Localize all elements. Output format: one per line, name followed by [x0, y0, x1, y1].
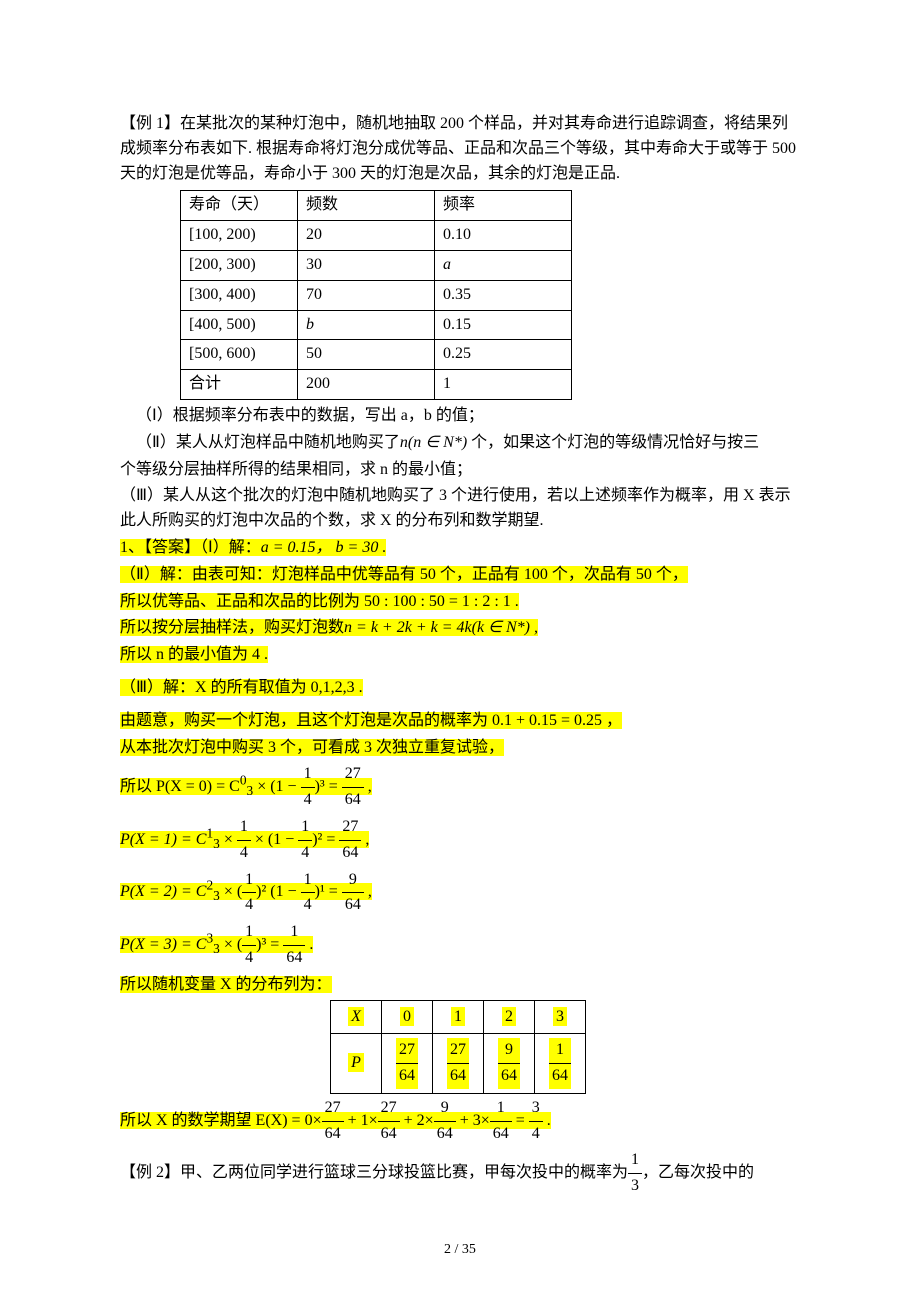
- answer-3l2: 由题意，购买一个灯泡，且这个灯泡是次品的概率为 0.1 + 0.15 = 0.2…: [120, 709, 800, 734]
- expectation: 所以 X 的数学期望 E(X) = 0×2764 + 1×2764 + 2×96…: [120, 1096, 800, 1147]
- example-2-prefix: 【例 2】: [120, 1164, 180, 1181]
- dist-intro: 所以随机变量 X 的分布列为：: [120, 973, 800, 998]
- prob-x3: P(X = 3) = C33 × (14)³ = 164 .: [120, 920, 800, 971]
- answer-2l4: 所以 n 的最小值为 4 .: [120, 643, 800, 668]
- example-1-text: 【例 1】在某批次的某种灯泡中，随机地抽取 200 个样品，并对其寿命进行追踪调…: [120, 112, 800, 186]
- table-row: [200, 300)30a: [181, 250, 572, 280]
- prob-x2: P(X = 2) = C23 × (14)² (1 − 14)¹ = 964 ,: [120, 868, 800, 919]
- answer-2l1: （Ⅱ）解：由表可知：灯泡样品中优等品有 50 个，正品有 100 个，次品有 5…: [120, 563, 800, 588]
- answer-3l3: 从本批次灯泡中购买 3 个，可看成 3 次独立重复试验，: [120, 736, 800, 761]
- example-2-text: 【例 2】甲、乙两位同学进行篮球三分球投篮比赛，甲每次投中的概率为13，乙每次投…: [120, 1148, 800, 1199]
- question-3: （Ⅲ）某人从这个批次的灯泡中随机地购买了 3 个进行使用，若以上述频率作为概率，…: [120, 484, 800, 534]
- example-1-prefix: 【例 1】: [120, 115, 180, 132]
- answer-2l3: 所以按分层抽样法，购买灯泡数n = k + 2k + k = 4k(k ∈ N*…: [120, 616, 800, 641]
- prob-x1: P(X = 1) = C13 × 14 × (1 − 14)² = 2764 ,: [120, 815, 800, 866]
- answer-1: 1、【答案】（Ⅰ）解：a = 0.15， b = 30 .: [120, 536, 800, 561]
- answer-3l1: （Ⅲ）解：X 的所有取值为 0,1,2,3 .: [120, 676, 800, 701]
- table-row: [300, 400)700.35: [181, 280, 572, 310]
- table-row: [500, 600)500.25: [181, 340, 572, 370]
- th-rate: 频率: [435, 191, 572, 221]
- th-freq: 频数: [298, 191, 435, 221]
- frequency-table: 寿命（天） 频数 频率 [100, 200)200.10 [200, 300)3…: [180, 190, 572, 400]
- table-row: 合计2001: [181, 370, 572, 400]
- question-2-line2: 个等级分层抽样所得的结果相同，求 n 的最小值；: [120, 458, 800, 483]
- question-2-line1: （Ⅱ）某人从灯泡样品中随机地购买了n(n ∈ N*) 个，如果这个灯泡的等级情况…: [120, 431, 800, 456]
- table-row: 寿命（天） 频数 频率: [181, 191, 572, 221]
- page-number: 2 / 35: [120, 1239, 800, 1261]
- th-life: 寿命（天）: [181, 191, 298, 221]
- table-row: [400, 500)b0.15: [181, 310, 572, 340]
- distribution-table: X 0 1 2 3 P 2764 2764 964 164: [330, 1000, 586, 1094]
- table-row: [100, 200)200.10: [181, 221, 572, 251]
- question-1: （Ⅰ）根据频率分布表中的数据，写出 a，b 的值；: [120, 404, 800, 429]
- prob-x0: 所以 P(X = 0) = C03 × (1 − 14)³ = 2764 ,: [120, 762, 800, 813]
- answer-2l2: 所以优等品、正品和次品的比例为 50 : 100 : 50 = 1 : 2 : …: [120, 590, 800, 615]
